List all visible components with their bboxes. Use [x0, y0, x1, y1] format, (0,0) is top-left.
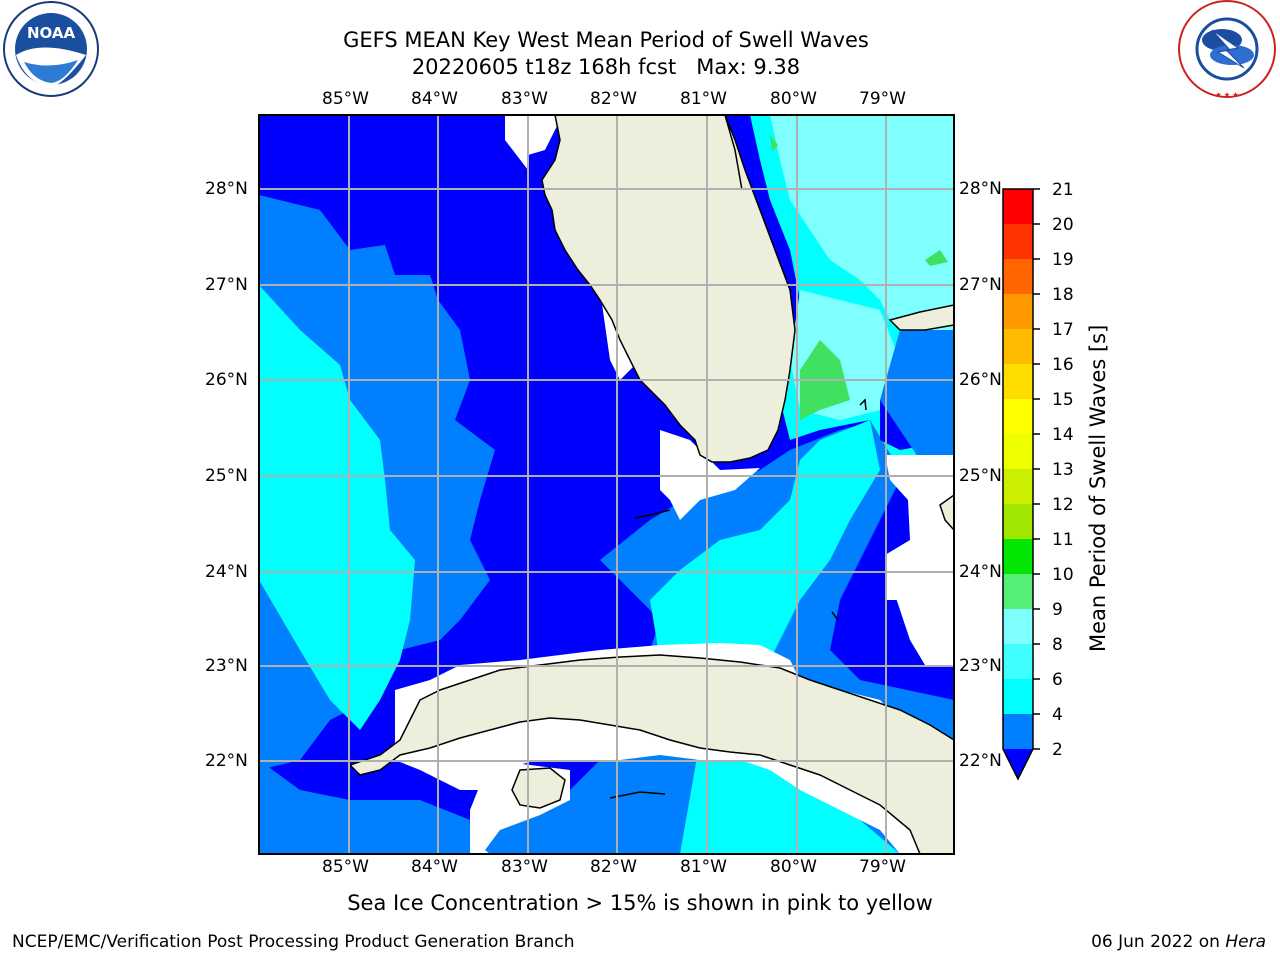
lat-label-right: 22°N [959, 751, 1002, 771]
lon-label-top: 84°W [411, 89, 458, 109]
colorbar-tick: 4 [1052, 705, 1063, 725]
lat-label-right: 23°N [959, 656, 1002, 676]
sea-ice-note: Sea Ice Concentration > 15% is shown in … [347, 891, 933, 915]
lat-label-left: 22°N [205, 751, 248, 771]
colorbar-tick: 16 [1052, 355, 1074, 375]
colorbar-tick: 21 [1052, 180, 1074, 200]
lon-label-top: 79°W [859, 89, 906, 109]
colorbar-tick: 14 [1052, 425, 1074, 445]
colorbar-tick: 15 [1052, 390, 1074, 410]
lon-label-bottom: 81°W [680, 857, 727, 877]
florida-land [541, 115, 796, 463]
nws-logo: ★ ★ ★ [1178, 0, 1276, 99]
colorbar-tick: 19 [1052, 250, 1074, 270]
lat-label-left: 26°N [205, 370, 248, 390]
lat-label-left: 25°N [205, 466, 248, 486]
lat-label-right: 26°N [959, 370, 1002, 390]
map-frame [258, 114, 955, 855]
svg-text:★ ★ ★: ★ ★ ★ [1215, 91, 1238, 99]
colorbar-tick: 8 [1052, 635, 1063, 655]
colorbar-tick: 20 [1052, 215, 1074, 235]
noaa-logo: NOAA [3, 1, 99, 97]
lon-label-bottom: 83°W [501, 857, 548, 877]
colorbar-title: Mean Period of Swell Waves [s] [1086, 324, 1110, 652]
colorbar-tick: 18 [1052, 285, 1074, 305]
lon-label-top: 82°W [590, 89, 637, 109]
lon-label-bottom: 85°W [322, 857, 369, 877]
lon-label-top: 81°W [680, 89, 727, 109]
lat-label-left: 28°N [205, 179, 248, 199]
colorbar-tick: 13 [1052, 460, 1074, 480]
footer-credit: NCEP/EMC/Verification Post Processing Pr… [12, 932, 575, 952]
colorbar-tick: 11 [1052, 530, 1074, 550]
colorbar-tick: 2 [1052, 740, 1063, 760]
lat-label-right: 28°N [959, 179, 1002, 199]
map-subtitle: 20220605 t18z 168h fcst Max: 9.38 [411, 55, 801, 79]
lon-label-bottom: 84°W [411, 857, 458, 877]
footer-machine: Hera [1225, 932, 1266, 952]
colorbar-tick: 9 [1052, 600, 1063, 620]
map-graticule [259, 115, 954, 854]
footer-date: 06 Jun 2022 on Hera [1091, 932, 1266, 952]
colorbar [1002, 188, 1040, 781]
lat-label-left: 23°N [205, 656, 248, 676]
colorbar-tick: 17 [1052, 320, 1074, 340]
colorbar-tick: 12 [1052, 495, 1074, 515]
map-title: GEFS MEAN Key West Mean Period of Swell … [343, 28, 869, 52]
lon-label-bottom: 80°W [770, 857, 817, 877]
lon-label-top: 85°W [322, 89, 369, 109]
lon-label-top: 83°W [501, 89, 548, 109]
lat-label-right: 25°N [959, 466, 1002, 486]
cuba-land [348, 654, 954, 854]
lon-label-bottom: 79°W [859, 857, 906, 877]
lon-label-bottom: 82°W [590, 857, 637, 877]
lat-label-left: 27°N [205, 275, 248, 295]
colorbar-tick: 10 [1052, 565, 1074, 585]
lon-label-top: 80°W [770, 89, 817, 109]
colorbar-tick: 6 [1052, 670, 1063, 690]
noaa-logo-text: NOAA [27, 24, 76, 42]
footer-date-text: 06 Jun 2022 on [1091, 932, 1220, 952]
lat-label-right: 27°N [959, 275, 1002, 295]
lat-label-left: 24°N [205, 562, 248, 582]
lat-label-right: 24°N [959, 562, 1002, 582]
